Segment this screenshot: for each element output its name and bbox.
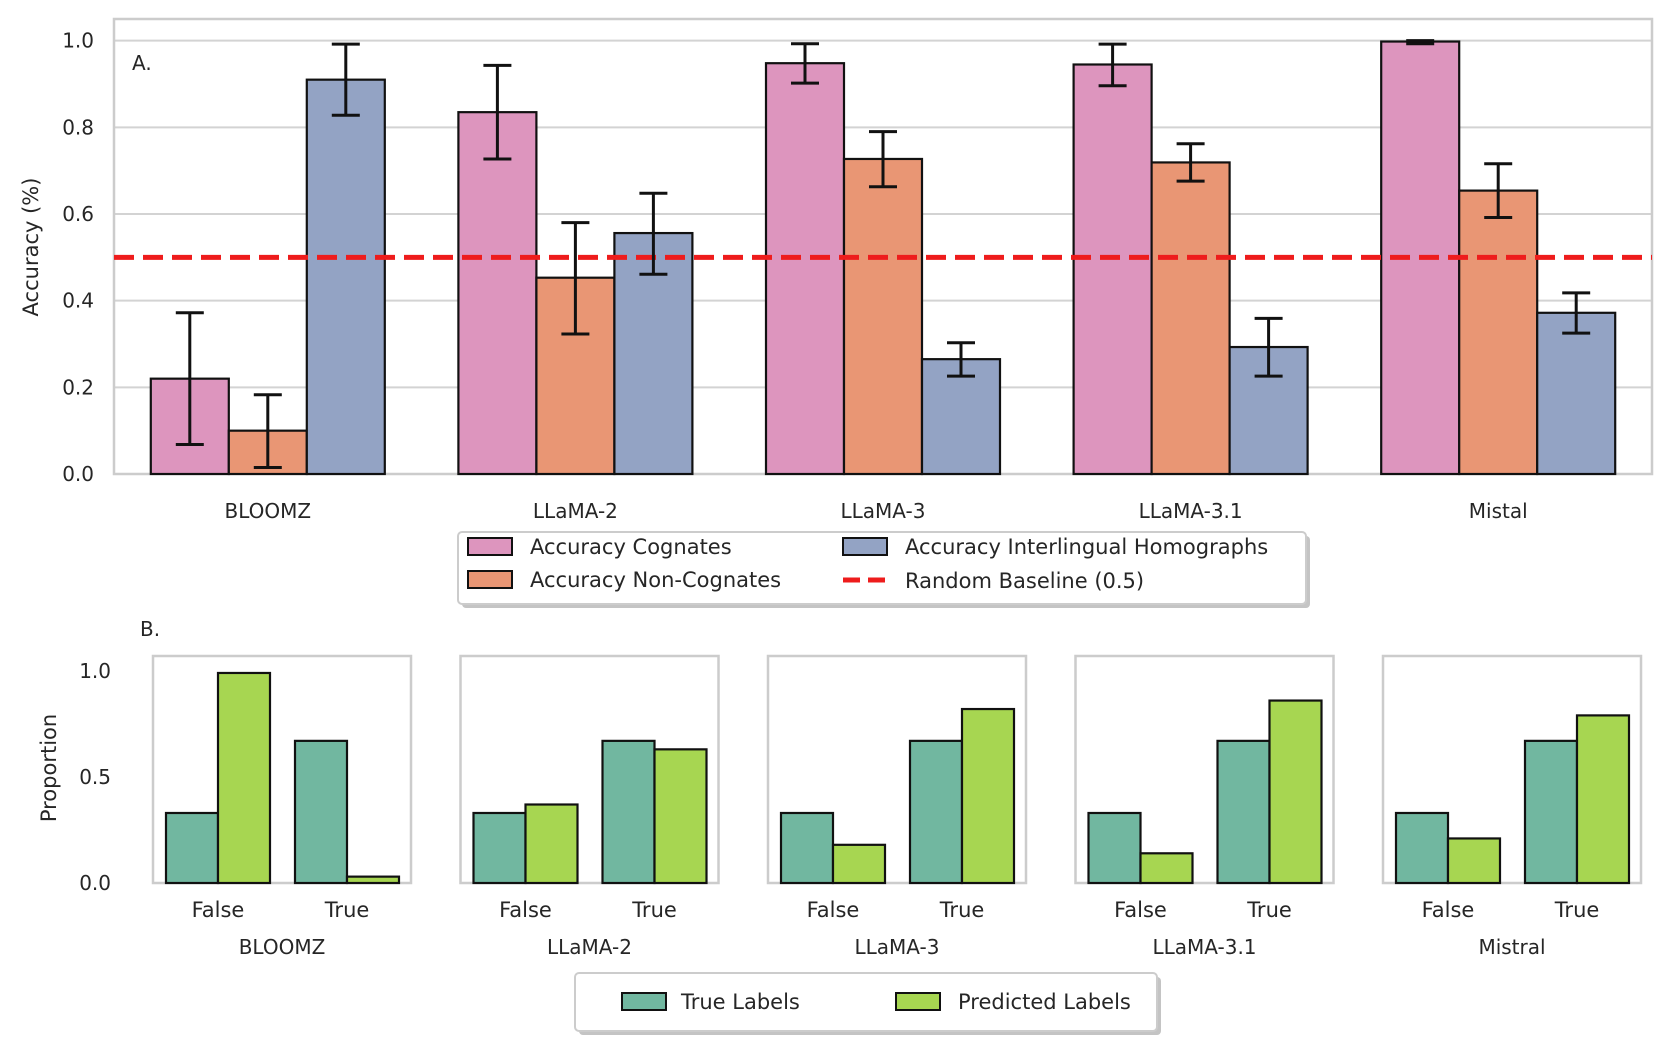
bar-predicted-labels-false [524,803,579,885]
subplot-title: LLaMA-3 [855,935,940,959]
bar-predicted-labels-false [831,843,887,885]
bar-true-labels-false [472,811,527,885]
bar-true-labels-false [164,811,220,885]
legend-label: Accuracy Interlingual Homographs [905,535,1268,559]
panel-b-label: B. [140,617,160,641]
legend-a: Accuracy Cognates Accuracy Non-Cognates Ac… [457,531,1310,608]
bar-true-labels-true [601,739,656,885]
subplot-frame [1074,654,1335,885]
bar-true-labels-false [1394,811,1450,885]
x-tick-label: True [1554,898,1600,922]
bar-accuracy-non-cognates-mistal [1458,189,1539,476]
bar-predicted-labels-true [960,707,1016,885]
subplot-frame [766,654,1028,885]
y-tick-label: 0.5 [79,765,111,789]
x-tick-label: LLaMA-3 [841,499,926,523]
bar-predicted-labels-true [653,748,708,885]
legend-label: True Labels [680,990,800,1014]
panel-a-label: A. [132,51,152,75]
x-tick-label: LLaMA-2 [533,499,618,523]
bar-accuracy-interlingual-homographs-bloomz [305,78,386,476]
x-tick-label: False [807,898,860,922]
x-tick-label: True [939,898,985,922]
bar-predicted-labels-false [1139,852,1194,885]
y-tick-label: 0.8 [62,115,94,139]
bar-accuracy-cognates-llama-2 [457,111,538,476]
bar-true-labels-true [908,739,964,885]
bar-true-labels-false [1087,811,1142,885]
x-tick-label: True [1246,898,1292,922]
legend-label: Accuracy Non-Cognates [530,568,781,592]
x-tick-label: BLOOMZ [225,499,312,523]
y-tick-label: 1.0 [62,29,94,53]
bar-true-labels-true [1216,739,1271,885]
x-tick-label: False [499,898,552,922]
subplot-llama-3-1: False True LLaMA-3.1 [1074,654,1335,959]
subplot-llama-3: False True LLaMA-3 [766,654,1028,959]
subplot-mistral: False True Mistral [1381,654,1643,959]
x-tick-label: Mistal [1469,499,1528,523]
y-tick-label: 0.0 [79,871,111,895]
bar-accuracy-cognates-llama-3 [764,62,846,476]
x-tick-label: False [1422,898,1475,922]
subplot-title: BLOOMZ [239,935,326,959]
y-tick-label: 0.0 [62,462,94,486]
subplot-title: LLaMA-2 [547,935,632,959]
y-axis-label: Accuracy (%) [19,178,43,317]
x-tick-label: True [631,898,677,922]
x-tick-label: False [1114,898,1167,922]
legend-swatch [842,537,888,556]
legend-box [457,531,1307,605]
legend-label: Accuracy Cognates [530,535,732,559]
y-tick-label: 0.4 [62,289,94,313]
legend-box [574,972,1158,1032]
legend-label: Random Baseline (0.5) [905,569,1144,593]
bar-predicted-labels-true [1575,714,1631,885]
bar-true-labels-true [293,739,349,885]
y-tick-label: 0.6 [62,202,94,226]
y-tick-label: 0.2 [62,375,94,399]
x-tick-label: True [324,898,370,922]
bar-true-labels-false [779,811,835,885]
subplot-frame [459,654,720,885]
subplot-title: LLaMA-3.1 [1152,935,1256,959]
x-tick-label: False [192,898,245,922]
legend-label: Predicted Labels [958,990,1131,1014]
subplot-frame [1381,654,1643,885]
bar-accuracy-non-cognates-llama-2 [535,276,616,476]
bar-predicted-labels-false [1446,837,1502,885]
bar-accuracy-non-cognates-llama-3-1 [1150,161,1231,476]
bar-predicted-labels-true [1268,699,1323,885]
legend-b: True Labels Predicted Labels [574,972,1161,1035]
y-tick-label: 1.0 [79,659,111,683]
bar-accuracy-interlingual-homographs-mistal [1536,311,1617,476]
bar-true-labels-true [1523,739,1579,885]
legend-swatch [467,570,513,589]
subplot-title: Mistral [1478,935,1545,959]
bar-accuracy-non-cognates-llama-3 [842,157,924,476]
legend-swatch [895,992,941,1011]
subplot-llama-2: False True LLaMA-2 [459,654,720,959]
bar-accuracy-interlingual-homographs-llama-3 [920,358,1002,476]
y-axis-label: Proportion [37,714,61,822]
bar-accuracy-cognates-llama-3-1 [1072,63,1153,476]
legend-swatch [621,992,667,1011]
panel-a: 0.0 0.2 0.4 0.6 0.8 1.0 BLOOMZ LLaMA-2 LLaMA-3 LL… [19,17,1654,523]
bar-predicted-labels-true [345,875,401,885]
subplot-bloomz: False True BLOOMZ [151,654,413,959]
bar-predicted-labels-false [216,671,272,885]
legend-swatch [467,537,513,556]
subplot-frame [151,654,413,885]
x-tick-label: LLaMA-3.1 [1139,499,1243,523]
